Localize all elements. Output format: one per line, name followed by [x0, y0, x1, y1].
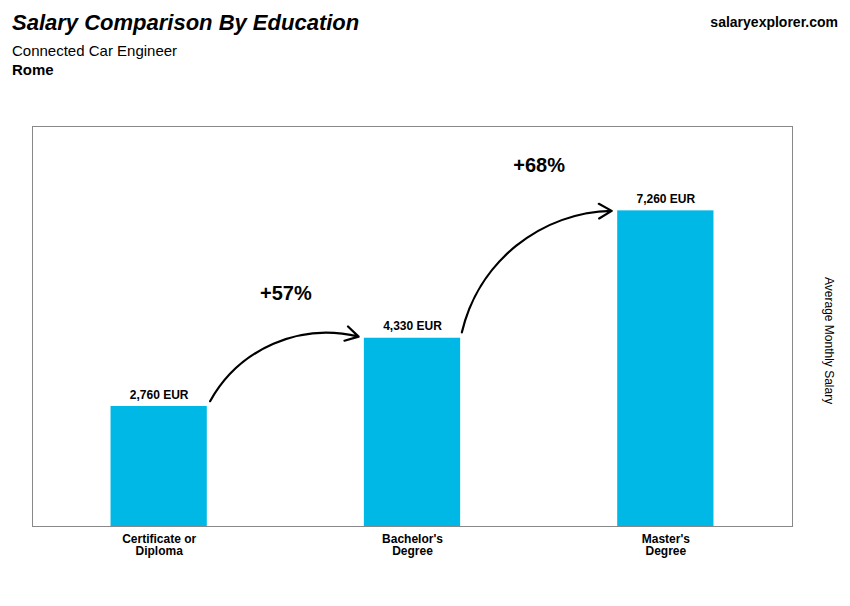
svg-text:Master'sDegree: Master'sDegree [642, 532, 691, 558]
svg-text:2,760 EUR: 2,760 EUR [130, 388, 189, 402]
svg-text:+68%: +68% [513, 154, 565, 176]
html-text:Rome: Rome [12, 61, 54, 78]
html-text:Salary Comparison By Education: Salary Comparison By Education [12, 10, 360, 35]
html-text:Connected Car Engineer: Connected Car Engineer [12, 42, 178, 59]
svg-text:Certificate orDiploma: Certificate orDiploma [122, 532, 196, 558]
html-text:Average Monthly Salary: Average Monthly Salary [822, 277, 836, 405]
svg-text:4,330 EUR: 4,330 EUR [383, 319, 442, 333]
html-text:salaryexplorer.com: salaryexplorer.com [710, 14, 838, 30]
svg-text:7,260 EUR: 7,260 EUR [636, 192, 695, 206]
svg-text:+57%: +57% [260, 282, 312, 304]
svg-text:Bachelor'sDegree: Bachelor'sDegree [382, 532, 443, 558]
